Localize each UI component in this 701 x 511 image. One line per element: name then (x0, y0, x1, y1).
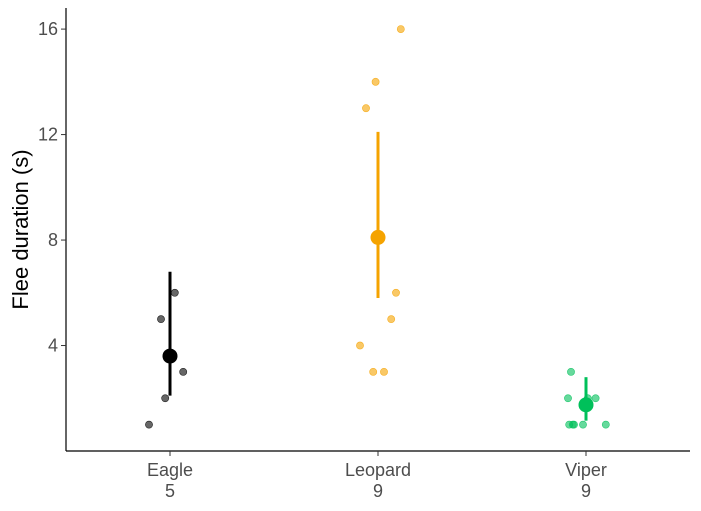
mean-point (370, 229, 386, 245)
data-point (369, 367, 378, 376)
y-axis-ticks: 4 8 12 16 (38, 19, 66, 356)
data-point (567, 367, 575, 376)
data-point (179, 367, 188, 376)
data-point (161, 394, 170, 403)
data-point (356, 341, 364, 350)
data-point (601, 420, 610, 429)
y-tick-label: 12 (38, 125, 58, 145)
data-point (157, 315, 165, 324)
data-point (564, 394, 572, 403)
x-tick-label: Viper (565, 460, 607, 480)
x-tick-count: 9 (581, 481, 591, 501)
y-axis-title: Flee duration (s) (8, 149, 33, 309)
data-point (579, 420, 587, 429)
y-tick-label: 16 (38, 19, 58, 39)
data-point (362, 104, 370, 113)
data-point (591, 394, 600, 403)
y-tick-label: 4 (48, 336, 58, 356)
x-tick-label: Eagle (147, 460, 193, 480)
data-point (371, 77, 380, 86)
x-tick-count: 5 (165, 481, 175, 501)
data-point (387, 315, 396, 324)
data-point (570, 420, 578, 429)
x-tick-count: 9 (373, 481, 383, 501)
mean-point (578, 397, 594, 413)
data-point (392, 288, 400, 297)
mean-error-bars (162, 131, 594, 421)
y-tick-label: 8 (48, 230, 58, 250)
data-point (380, 367, 388, 376)
data-point (170, 288, 179, 297)
mean-point (162, 348, 178, 364)
x-tick-label: Leopard (345, 460, 411, 480)
data-point (145, 420, 153, 429)
data-point (396, 25, 405, 33)
